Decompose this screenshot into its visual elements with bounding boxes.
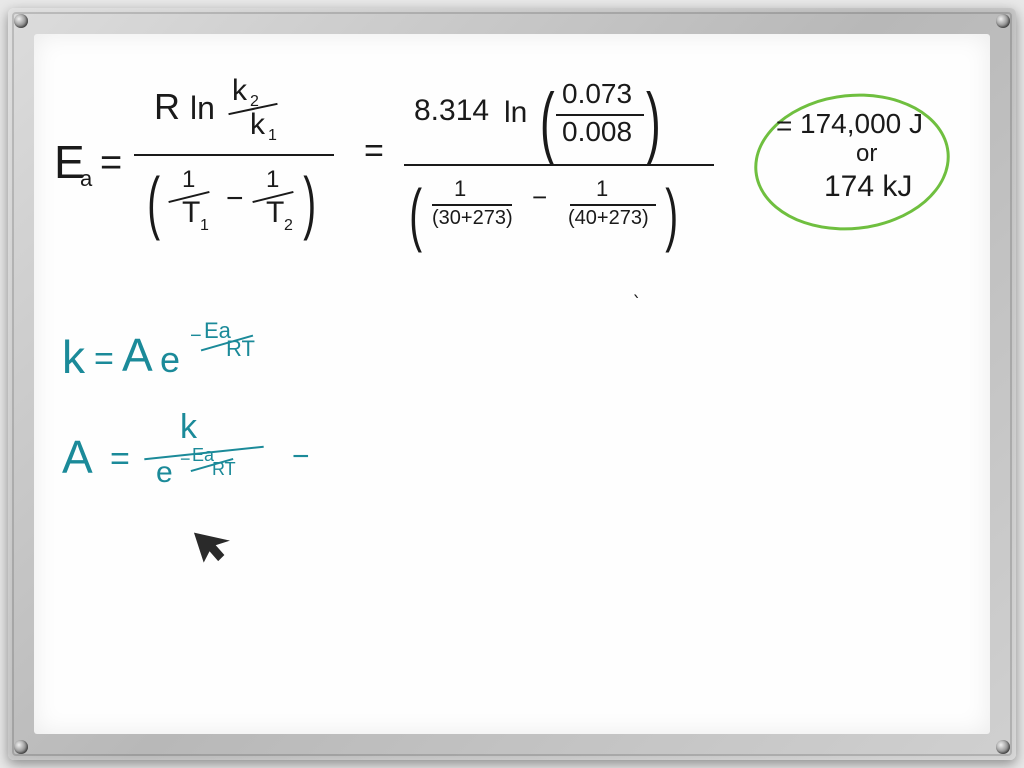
k1-sub: 1 bbox=[268, 128, 277, 144]
T2-sub: 2 bbox=[284, 218, 293, 234]
main-fraction-bar-2 bbox=[404, 164, 714, 166]
result-or: or bbox=[856, 142, 877, 166]
minus: − bbox=[532, 184, 547, 210]
whiteboard-frame: E a = R ln k 2 k 1 ( 1 T 1 − 1 T 2 ) = 8… bbox=[8, 8, 1016, 760]
result-joules: 174,000 J bbox=[800, 110, 923, 138]
numerator-k: k bbox=[180, 410, 197, 444]
t1-expr: (30+273) bbox=[432, 208, 513, 228]
ea-subscript: a bbox=[80, 168, 92, 190]
corner-screw bbox=[996, 14, 1010, 28]
one: 1 bbox=[596, 178, 608, 200]
trailing-dash: − bbox=[292, 442, 310, 472]
exp-minus: − bbox=[190, 326, 202, 346]
gas-constant-value: 8.314 bbox=[414, 96, 489, 126]
result-equals: = bbox=[776, 112, 792, 140]
one: 1 bbox=[266, 168, 279, 192]
arrhenius-k: k bbox=[62, 334, 85, 380]
T1-sub: 1 bbox=[200, 218, 209, 234]
gas-constant-R: R bbox=[154, 89, 180, 125]
over-t2-num-bar bbox=[570, 204, 656, 206]
paren-open: ( bbox=[540, 76, 555, 168]
one: 1 bbox=[454, 178, 466, 200]
equals: = bbox=[110, 442, 130, 476]
equals: = bbox=[364, 134, 384, 168]
minus: − bbox=[226, 184, 244, 214]
k1-value: 0.008 bbox=[562, 118, 632, 146]
T2: T bbox=[266, 198, 284, 228]
k2: k bbox=[232, 76, 247, 106]
exp-rt: RT bbox=[226, 338, 255, 360]
stray-mark: ՝ bbox=[634, 294, 638, 312]
ln-operator: ln bbox=[504, 98, 527, 128]
over-t1-num-bar bbox=[432, 204, 512, 206]
paren-open: ( bbox=[409, 174, 422, 254]
corner-screw bbox=[996, 740, 1010, 754]
denominator-e: e bbox=[156, 458, 173, 488]
exp-e: e bbox=[160, 342, 180, 378]
T1: T bbox=[182, 198, 200, 228]
paren-open: ( bbox=[147, 162, 160, 242]
cursor-icon bbox=[194, 524, 236, 566]
pre-exponential-A: A bbox=[122, 332, 153, 378]
corner-screw bbox=[14, 14, 28, 28]
ln-operator: ln bbox=[190, 92, 215, 124]
paren-close: ) bbox=[665, 174, 678, 254]
result-kj: 174 kJ bbox=[824, 172, 912, 202]
one: 1 bbox=[182, 168, 195, 192]
equals: = bbox=[100, 144, 122, 182]
t2-expr: (40+273) bbox=[568, 208, 649, 228]
equals: = bbox=[94, 342, 114, 376]
exp-rt: RT bbox=[212, 460, 236, 478]
k1: k bbox=[250, 110, 265, 140]
main-fraction-bar-1 bbox=[134, 154, 334, 156]
exp-minus: − bbox=[180, 450, 191, 468]
paren-close: ) bbox=[646, 76, 661, 168]
solve-for-A: A bbox=[62, 434, 93, 480]
paren-close: ) bbox=[303, 162, 316, 242]
k2-value: 0.073 bbox=[562, 80, 632, 108]
exp-ea: Ea bbox=[192, 446, 214, 464]
whiteboard-surface: E a = R ln k 2 k 1 ( 1 T 1 − 1 T 2 ) = 8… bbox=[34, 34, 990, 734]
corner-screw bbox=[14, 740, 28, 754]
